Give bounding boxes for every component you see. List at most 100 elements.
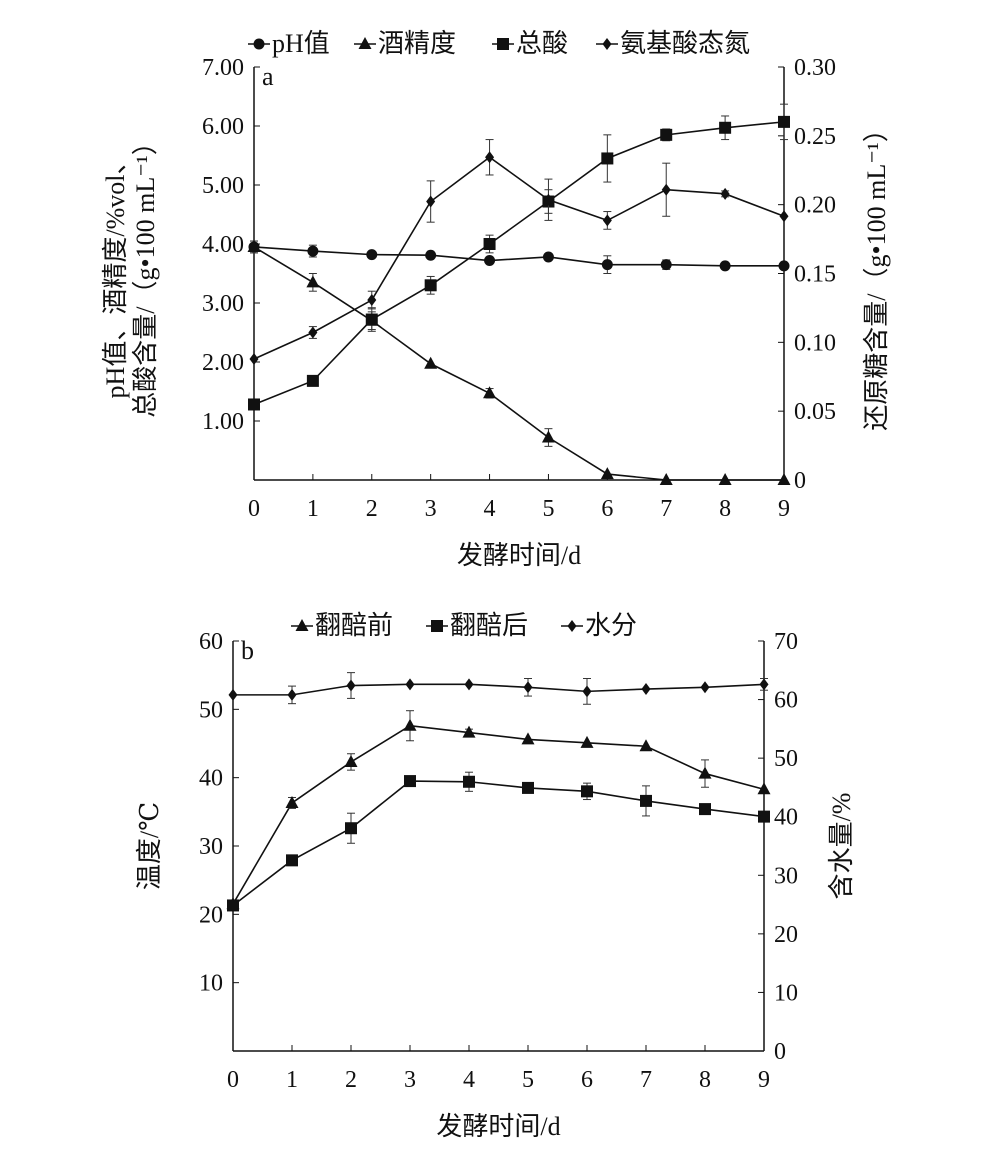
data-point <box>424 356 438 369</box>
y-right-tick-label: 20 <box>774 922 798 948</box>
data-point <box>306 275 320 288</box>
data-point <box>306 374 319 387</box>
data-point <box>403 718 417 731</box>
y-right-tick-label: 40 <box>774 805 798 831</box>
x-tick-label: 3 <box>404 1067 416 1093</box>
data-point <box>249 353 259 366</box>
y-right-tick-label: 0.20 <box>794 193 836 219</box>
legend-label: 总酸 <box>516 29 568 58</box>
y-tick-label: 7.00 <box>202 55 244 81</box>
x-axis-label: 发酵时间/d <box>436 1112 560 1141</box>
y-axis-label-line1: pH值、酒精度/%vol、 <box>101 149 130 399</box>
legend-marker-diamond <box>602 38 612 50</box>
data-point <box>698 766 712 779</box>
legend-label: 翻醅前 <box>315 611 393 640</box>
y-right-tick-label: 0.25 <box>794 124 836 150</box>
x-tick-label: 1 <box>286 1067 298 1093</box>
x-tick-label: 5 <box>542 496 554 522</box>
series-0 <box>248 240 790 274</box>
data-point <box>720 187 730 200</box>
y-tick-label: 20 <box>199 902 223 928</box>
data-point <box>661 183 671 196</box>
data-point <box>699 803 711 816</box>
y-tick-label: 30 <box>199 834 223 860</box>
data-point <box>346 679 356 692</box>
data-point <box>757 782 771 795</box>
x-tick-label: 6 <box>601 496 613 522</box>
data-point <box>779 210 789 223</box>
data-point <box>287 688 297 701</box>
data-point <box>719 260 731 272</box>
data-point <box>778 260 790 272</box>
data-point <box>307 245 319 257</box>
y-tick-label: 1.00 <box>202 409 244 435</box>
x-tick-label: 2 <box>366 496 378 522</box>
y-tick-label: 10 <box>199 971 223 997</box>
data-point <box>247 239 261 252</box>
legend-label: 水分 <box>585 611 637 640</box>
series-line <box>232 780 765 907</box>
data-point <box>700 681 710 694</box>
y-tick-label: 3.00 <box>202 291 244 317</box>
data-point <box>602 214 612 227</box>
y-right-tick-label: 50 <box>774 746 798 772</box>
x-tick-label: 2 <box>345 1067 357 1093</box>
x-tick-label: 4 <box>463 1067 475 1093</box>
series-1 <box>247 239 791 485</box>
series-1 <box>227 771 770 912</box>
legend-label: 酒精度 <box>378 29 456 58</box>
legend-marker-triangle <box>295 619 309 631</box>
series-2 <box>248 103 790 411</box>
y-right-tick-label: 10 <box>774 980 798 1006</box>
y-axis-label-line2: 总酸含量/（g•100 mL⁻¹） <box>131 129 160 417</box>
data-point <box>285 795 299 808</box>
data-point <box>463 775 475 788</box>
data-point <box>365 313 378 326</box>
legend-marker-triangle <box>358 37 372 49</box>
data-point <box>523 681 533 694</box>
data-point <box>582 685 592 698</box>
legend-marker-square <box>431 620 443 632</box>
y-right-tick-label: 60 <box>774 688 798 714</box>
y-tick-label: 50 <box>199 697 223 723</box>
x-axis-label: 发酵时间/d <box>457 541 581 570</box>
series-line <box>233 683 765 696</box>
series-line <box>253 156 785 360</box>
data-point <box>758 810 770 823</box>
data-point <box>483 238 496 250</box>
data-point <box>580 735 594 748</box>
data-point <box>718 473 732 485</box>
x-tick-label: 8 <box>719 496 731 522</box>
x-tick-label: 4 <box>484 496 496 522</box>
data-point <box>601 152 614 165</box>
data-point <box>542 251 554 263</box>
data-point <box>462 725 476 738</box>
data-point <box>581 785 593 798</box>
y-right-tick-label: 0.15 <box>794 262 836 288</box>
y-right-tick-label: 30 <box>774 863 798 889</box>
x-tick-label: 7 <box>660 496 672 522</box>
legend-marker-diamond <box>567 620 577 632</box>
x-tick-label: 3 <box>425 496 437 522</box>
data-point <box>600 467 614 480</box>
chart-panel-a <box>247 37 791 485</box>
series-line <box>232 724 765 905</box>
series-3 <box>249 139 789 366</box>
data-point <box>424 279 437 292</box>
data-point <box>660 259 672 271</box>
x-tick-label: 6 <box>581 1067 593 1093</box>
y-tick-label: 4.00 <box>202 232 244 258</box>
data-point <box>639 739 653 752</box>
x-tick-label: 9 <box>758 1067 770 1093</box>
series-2 <box>228 672 769 705</box>
x-tick-label: 0 <box>227 1067 239 1093</box>
x-tick-label: 1 <box>307 496 319 522</box>
y-right-tick-label: 0.10 <box>794 330 836 356</box>
legend-label: 氨基酸态氮 <box>620 29 750 58</box>
data-point <box>425 249 437 261</box>
series-line <box>253 246 784 481</box>
data-point <box>227 899 239 912</box>
legend-marker-square <box>497 38 509 50</box>
